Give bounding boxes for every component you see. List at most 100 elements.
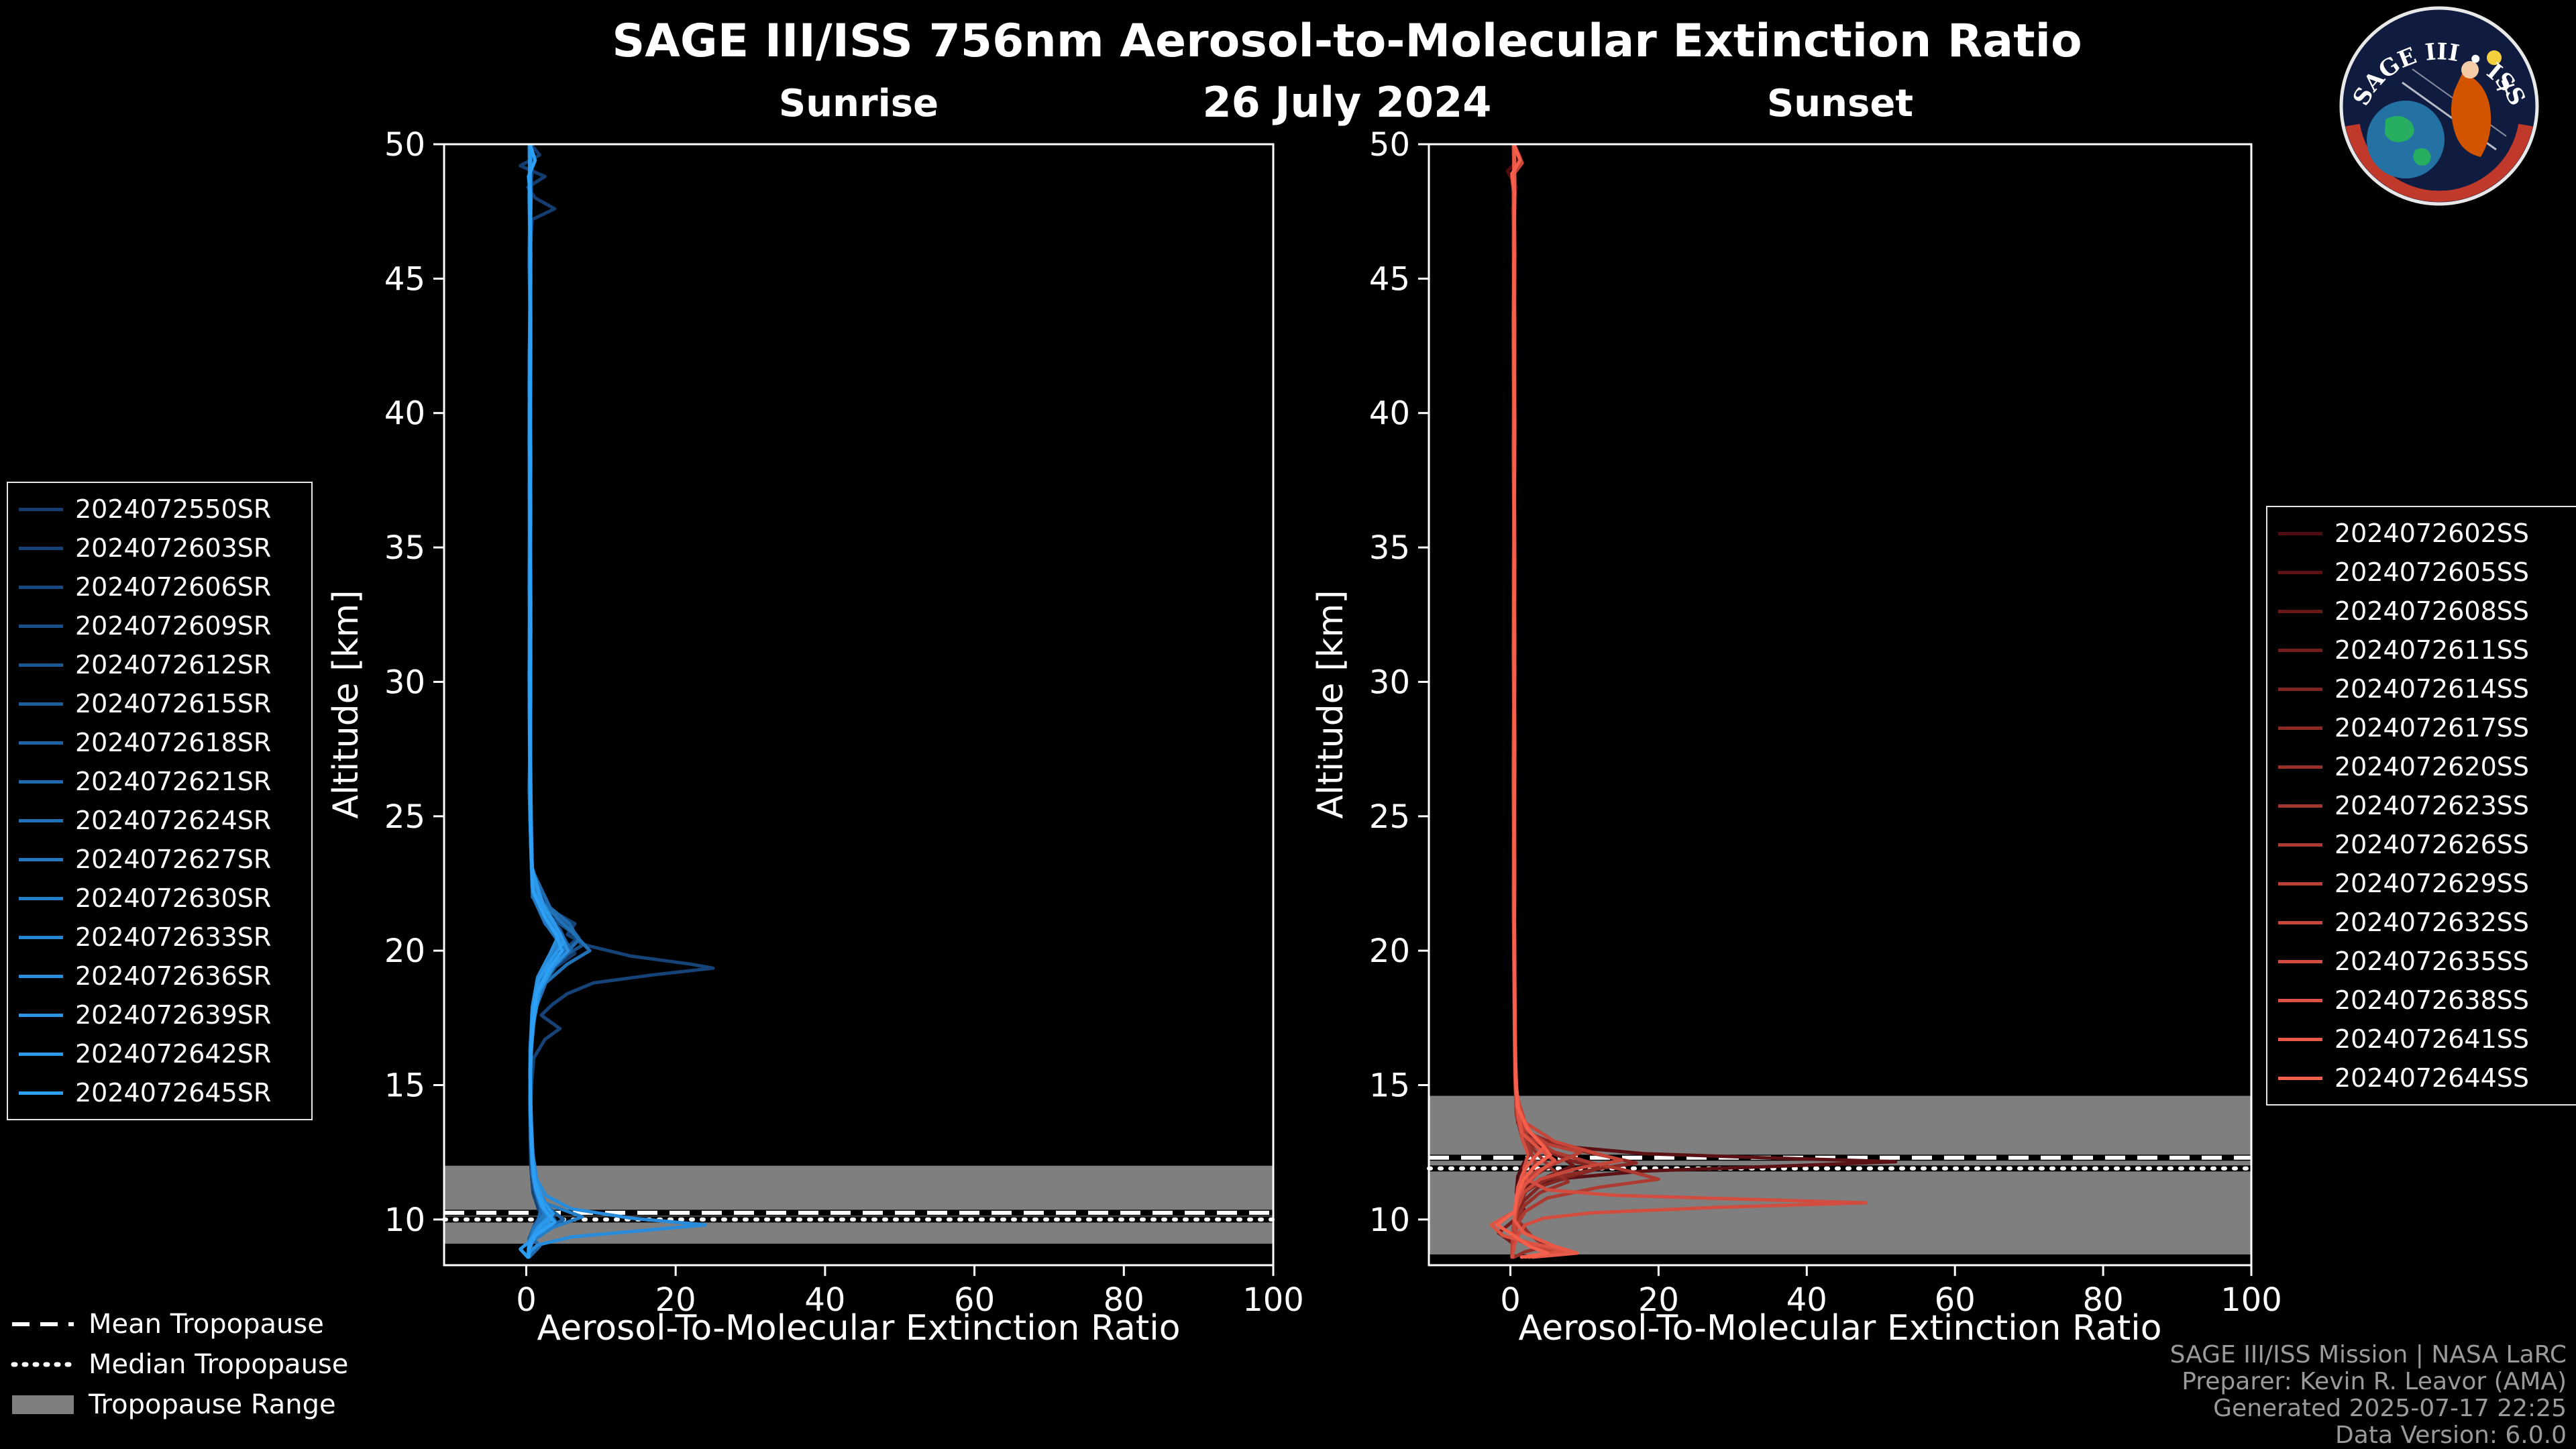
panel-title-sunrise: Sunrise xyxy=(778,82,939,125)
legend-event-label: 2024072636SR xyxy=(75,961,272,991)
legend-event-label: 2024072641SS xyxy=(2334,1024,2530,1054)
footer-generated: Generated 2025-07-17 22:25 xyxy=(2213,1395,2567,1422)
profile-line-2024072618SR xyxy=(527,144,573,1259)
y-tick-label: 15 xyxy=(384,1067,425,1105)
y-tick-label: 10 xyxy=(384,1201,425,1239)
tropopause-range-label: Tropopause Range xyxy=(89,1389,336,1420)
legend-item: 2024072629SS xyxy=(2278,864,2573,903)
tropopause-legend: Mean Tropopause Median Tropopause Tropop… xyxy=(11,1304,348,1425)
logo-iss xyxy=(2496,80,2515,95)
legend-line-sample xyxy=(2278,1076,2322,1080)
x-tick-label: 60 xyxy=(1935,1281,1976,1319)
x-tick-label: 40 xyxy=(804,1281,845,1319)
y-tick-label: 30 xyxy=(384,663,425,701)
y-tick-label: 50 xyxy=(1369,126,1410,164)
x-tick-label: 0 xyxy=(1500,1281,1521,1319)
legend-line-sample xyxy=(2278,726,2322,730)
legend-event-label: 2024072644SS xyxy=(2334,1063,2530,1093)
profile-line-2024072612SR xyxy=(526,144,570,1259)
legend-item: 2024072615SR xyxy=(19,684,301,723)
legend-line-sample xyxy=(19,1013,63,1017)
legend-line-sample xyxy=(19,896,63,900)
x-tick-label: 60 xyxy=(954,1281,995,1319)
legend-item-tropopause-range: Tropopause Range xyxy=(11,1385,348,1425)
y-tick-label: 35 xyxy=(1369,529,1410,567)
footer-data-version: Data Version: 6.0.0 xyxy=(2335,1421,2567,1449)
legend-event-label: 2024072615SR xyxy=(75,689,272,718)
legend-event-label: 2024072618SR xyxy=(75,728,272,757)
y-tick-label: 30 xyxy=(1369,663,1410,701)
y-tick-label: 40 xyxy=(384,395,425,433)
legend-item: 2024072550SR xyxy=(19,490,301,529)
legend-item: 2024072608SS xyxy=(2278,592,2573,631)
legend-line-sample xyxy=(19,585,63,589)
legend-line-sample xyxy=(2278,998,2322,1002)
legend-event-label: 2024072608SS xyxy=(2334,596,2530,626)
legend-item: 2024072621SR xyxy=(19,762,301,801)
legend-line-sample xyxy=(19,546,63,550)
legend-event-label: 2024072605SS xyxy=(2334,557,2530,587)
legend-event-label: 2024072621SR xyxy=(75,767,272,796)
tropopause-range-band xyxy=(444,1165,1273,1244)
legend-line-sample xyxy=(2278,648,2322,652)
range-patch-sample xyxy=(12,1395,74,1414)
y-tick-label: 20 xyxy=(1369,932,1410,970)
profile-line-2024072614SS xyxy=(1510,144,1601,1259)
legend-item: 2024072632SS xyxy=(2278,903,2573,942)
profile-line-2024072629SS xyxy=(1510,144,1582,1259)
legend-event-label: 2024072612SR xyxy=(75,650,272,680)
profile-line-2024072611SS xyxy=(1497,144,1557,1259)
legend-event-label: 2024072611SS xyxy=(2334,635,2530,665)
legend-line-sample xyxy=(2278,959,2322,963)
footer-preparer: Preparer: Kevin R. Leavor (AMA) xyxy=(2182,1368,2567,1395)
mean-tropopause-label: Mean Tropopause xyxy=(89,1309,324,1340)
legend-item: 2024072630SR xyxy=(19,879,301,918)
page-title: SAGE III/ISS 756nm Aerosol-to-Molecular … xyxy=(612,15,2082,68)
legend-line-sample xyxy=(2278,765,2322,769)
legend-event-label: 2024072620SS xyxy=(2334,752,2530,782)
legend-item: 2024072644SS xyxy=(2278,1059,2573,1097)
legend-line-sample xyxy=(19,935,63,939)
profile-line-2024072632SS xyxy=(1510,144,1623,1259)
median-tropopause-label: Median Tropopause xyxy=(89,1349,349,1380)
legend-line-sample xyxy=(19,624,63,628)
legend-item: 2024072611SS xyxy=(2278,631,2573,669)
logo-figure xyxy=(2451,72,2491,157)
profile-line-2024072609SR xyxy=(526,144,584,1259)
profile-line-2024072630SR xyxy=(527,144,584,1259)
legend-line-sample xyxy=(19,818,63,822)
profile-line-2024072641SS xyxy=(1511,144,1579,1259)
y-tick-label: 15 xyxy=(1369,1067,1410,1105)
y-tick-label: 45 xyxy=(1369,260,1410,298)
legend-item: 2024072623SS xyxy=(2278,786,2573,825)
legend-item: 2024072606SR xyxy=(19,568,301,606)
legend-line-sample xyxy=(19,974,63,978)
legend-event-label: 2024072626SS xyxy=(2334,830,2530,859)
legend-line-sample xyxy=(2278,804,2322,808)
sage-iss-logo: SAGE III • ISS xyxy=(2339,5,2540,207)
legend-event-label: 2024072614SS xyxy=(2334,674,2530,704)
legend-item: 2024072618SR xyxy=(19,723,301,762)
figure-date: 26 July 2024 xyxy=(1202,78,1492,127)
sunset-plot: 0 20 40 60 80 100 10 15 20 25 30 35 40 45 50 xyxy=(1369,126,2282,1319)
legend-item: 2024072645SR xyxy=(19,1073,301,1112)
series-group xyxy=(519,144,715,1259)
legend-line-sample xyxy=(2278,920,2322,924)
legend-line-sample xyxy=(19,741,63,745)
legend-line-sample xyxy=(19,507,63,511)
legend-item: 2024072617SS xyxy=(2278,708,2573,747)
legend-event-label: 2024072629SS xyxy=(2334,869,2530,898)
legend-line-sample xyxy=(19,1052,63,1056)
x-tick-label: 20 xyxy=(655,1281,696,1319)
legend-event-label: 2024072639SR xyxy=(75,1000,272,1030)
y-tick-label: 45 xyxy=(384,260,425,298)
legend-event-label: 2024072606SR xyxy=(75,572,272,602)
y-tick-label: 35 xyxy=(384,529,425,567)
legend-line-sample xyxy=(2278,1037,2322,1041)
legend-event-label: 2024072632SS xyxy=(2334,908,2530,937)
profile-line-2024072608SS xyxy=(1510,144,1575,1259)
legend-item: 2024072638SS xyxy=(2278,981,2573,1020)
profile-line-2024072617SS xyxy=(1511,144,1638,1259)
x-axis-label-sunset: Aerosol-To-Molecular Extinction Ratio xyxy=(1518,1308,2162,1348)
